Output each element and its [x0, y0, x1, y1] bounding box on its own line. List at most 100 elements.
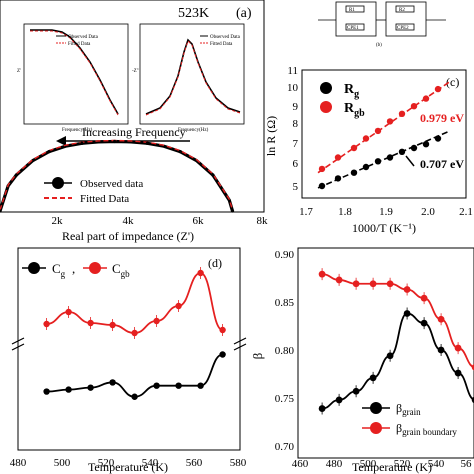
inset1-xlabel: Frequency(Hz): [62, 128, 93, 133]
data-point-R_g: [362, 163, 370, 171]
nyquist-point: [47, 150, 51, 154]
panel-d-label: (d): [208, 256, 222, 270]
panel-e-xtick: 460: [292, 458, 309, 470]
data-point-beta_grain_boundary: [352, 280, 360, 288]
data-point-beta_grain_boundary: [437, 315, 445, 323]
legend-fitted-label: Fitted Data: [80, 193, 129, 205]
inset-z-imag: Observed Data Fitted Data Frequency(Hz) …: [132, 23, 245, 133]
data-point-beta_grain: [318, 405, 326, 412]
legend-separator: ,: [72, 261, 75, 276]
circuit-cpe2-box: [395, 23, 415, 31]
panel-d-plot: [43, 267, 226, 400]
axis-break-mark: [233, 337, 247, 345]
nyquist-point: [0, 209, 2, 213]
inset2-fit-line: [145, 40, 241, 116]
inset1-fit-line: [30, 30, 119, 116]
data-point-beta_grain: [454, 369, 462, 377]
panel-c-xtick: 2.1: [459, 206, 473, 218]
data-point-C_g: [109, 379, 116, 386]
panel-e-xtick: 540: [428, 458, 445, 470]
data-point-beta_grain: [369, 374, 377, 382]
nyquist-point: [113, 139, 117, 144]
panel-e-xtick: 56: [461, 458, 473, 470]
panel-e-plot: [318, 268, 474, 415]
panel-a-xlabel: Real part of impedance (Z'): [62, 229, 194, 243]
circuit-r1-label: R1: [349, 8, 355, 13]
data-point-R_g: [410, 144, 418, 152]
data-point-C_gb: [43, 320, 50, 328]
nyquist-point: [145, 141, 149, 145]
panel-a-xtick: 2k: [52, 215, 64, 227]
panel-c-ytick: 10: [287, 82, 299, 94]
data-point-R_gb: [318, 165, 326, 173]
circuit-cpe2-label: CPE2: [397, 26, 409, 31]
panel-d-xtick: 580: [230, 457, 247, 469]
nyquist-point: [211, 173, 215, 177]
data-point-beta_grain: [403, 310, 411, 317]
data-point-R_g: [398, 148, 406, 155]
data-point-C_gb: [175, 302, 182, 310]
frequency-arrow-label: Increasing Frequency: [82, 125, 186, 139]
data-point-C_g: [131, 393, 138, 400]
legend-observed-label: Observed data: [80, 178, 143, 190]
data-point-R_gb: [422, 95, 430, 102]
data-point-C_g: [43, 388, 50, 395]
curve-beta_grain: [322, 312, 474, 410]
panel-c-ytick: 7: [293, 138, 299, 150]
panel-e-ytick: 0.70: [275, 441, 295, 453]
panel-d-xtick: 540: [142, 457, 159, 469]
data-point-R_g: [374, 158, 382, 165]
data-point-R_g: [386, 154, 394, 161]
panel-e-xtick: 520: [394, 458, 411, 470]
inset2-legend-fitted: Fitted Data: [210, 42, 233, 47]
panel-e-xtick: 480: [326, 458, 343, 470]
panel-e: β 0.90 0.85 0.80 0.75 0.70 460 480 500 5…: [250, 247, 474, 474]
legend-cgb-label: Cgb: [112, 261, 130, 279]
circuit-element-2: [385, 1, 427, 37]
data-point-R_gb: [334, 154, 342, 161]
data-point-R_gb: [362, 135, 370, 142]
legend-rg-label: Rg: [344, 82, 359, 100]
panel-c-ylabel: ln R (Ω): [264, 116, 278, 156]
panel-e-ytick: 0.75: [275, 393, 295, 405]
data-point-C_g: [175, 382, 182, 389]
data-point-beta_grain: [386, 352, 394, 360]
nyquist-point: [14, 173, 18, 177]
panel-c-ytick: 5: [293, 181, 299, 193]
legend-rg-marker: [320, 82, 332, 94]
inset1-frame: [23, 23, 129, 125]
data-point-R_gb: [410, 103, 418, 110]
legend-rgb-label: Rgb: [344, 101, 365, 119]
equivalent-circuit: R1 CPE1 R2 CPE2 (b): [318, 1, 446, 48]
panel-a-temperature: 523K: [178, 6, 209, 21]
panel-d-frame: [17, 247, 241, 451]
data-point-C_gb: [197, 269, 204, 277]
panel-c-ytick: 6: [293, 158, 299, 170]
panel-c-xtick: 1.9: [379, 206, 393, 218]
data-point-R_gb: [350, 144, 358, 152]
nyquist-point: [80, 141, 84, 145]
panel-e-ytick: 0.85: [275, 297, 295, 309]
data-point-beta_grain: [420, 319, 428, 327]
circuit-r1-box: [345, 5, 365, 13]
axis-break-mark: [11, 337, 25, 345]
inset-z-real: Observed Data Fitted Data Frequency(Hz) …: [17, 23, 129, 133]
panel-c: (c) ln R (Ω) 1000/T (K⁻¹) 5 6 7 8 9 10 1…: [264, 65, 473, 235]
data-point-C_gb: [87, 319, 94, 327]
data-point-beta_grain_boundary: [318, 270, 326, 278]
data-point-beta_grain_boundary: [403, 286, 411, 293]
data-point-C_gb: [219, 326, 226, 334]
frequency-arrow-head: [56, 136, 66, 146]
panel-e-xlabel: Temperature (K): [352, 460, 432, 474]
data-point-R_gb: [374, 127, 382, 135]
data-point-R_g: [350, 169, 358, 176]
nyquist-plot: [0, 139, 235, 213]
data-point-C_gb: [153, 317, 160, 325]
panel-d-xtick: 500: [54, 457, 71, 469]
inset2-observed-line: [145, 38, 241, 115]
circuit-cpe1-box: [345, 23, 365, 31]
data-point-beta_grain: [352, 387, 360, 395]
data-point-beta_grain: [437, 346, 445, 354]
panel-d-xlabel: Temperature (K): [88, 460, 168, 474]
panel-a-label: (a): [236, 6, 252, 21]
